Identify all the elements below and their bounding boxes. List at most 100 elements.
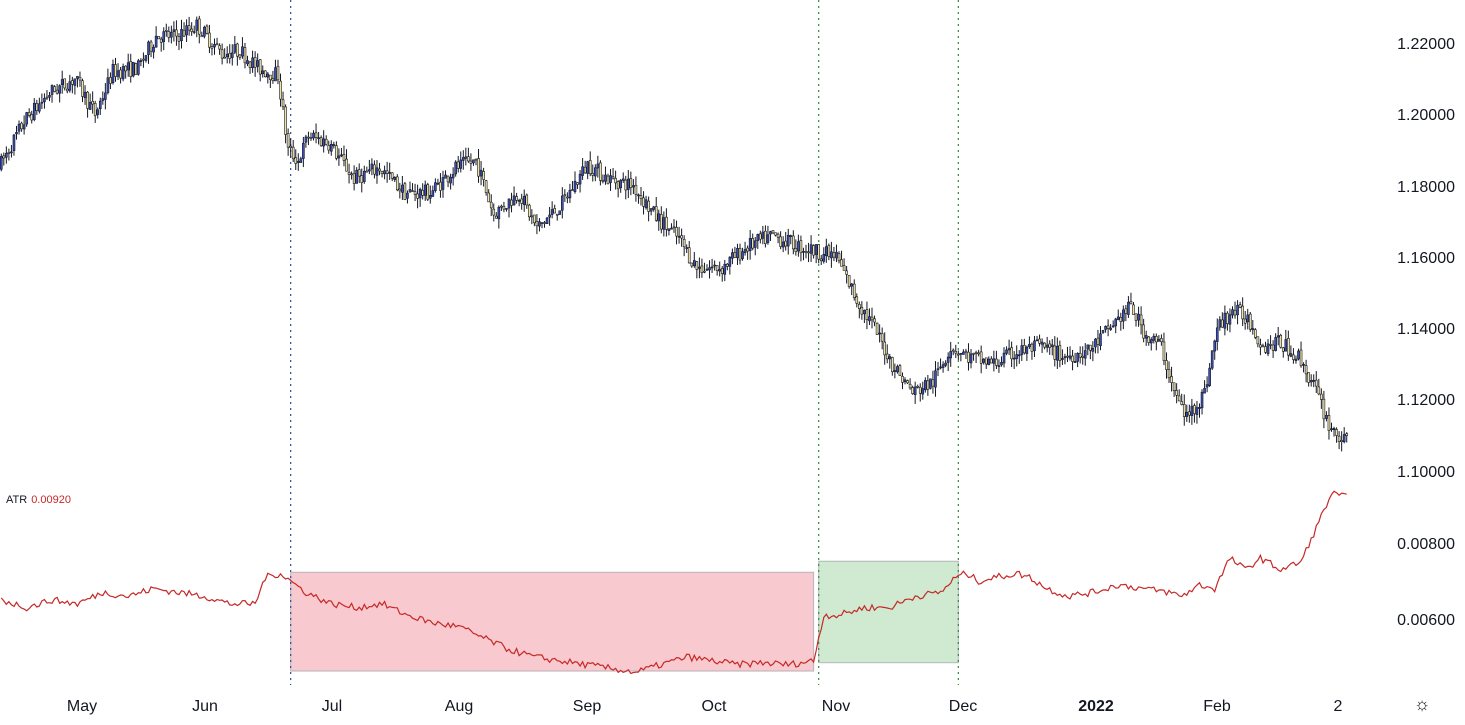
candle-body xyxy=(172,29,176,32)
candle-body xyxy=(1058,345,1062,361)
candle-body xyxy=(324,138,328,145)
candle-body xyxy=(1198,406,1201,409)
candle-body xyxy=(121,66,125,80)
candle-body xyxy=(898,365,902,376)
candle-body xyxy=(395,176,399,191)
candle-body xyxy=(1208,367,1211,386)
candle-body xyxy=(307,136,310,139)
candle-body xyxy=(781,241,785,248)
candle-body xyxy=(426,184,430,200)
candle-body xyxy=(1241,305,1244,320)
candle-body xyxy=(588,160,592,175)
candle-body xyxy=(1083,350,1087,359)
candle-body xyxy=(1048,343,1052,348)
candle-body xyxy=(45,96,49,99)
gear-icon[interactable]: ☼ xyxy=(1413,694,1431,714)
candle-body xyxy=(594,167,597,177)
candle-body xyxy=(804,250,808,253)
time-tick-label: 2022 xyxy=(1078,698,1114,715)
candle-body xyxy=(1238,304,1242,308)
atr-axis[interactable]: 0.00800 0.00600 xyxy=(1397,536,1455,629)
candle-body xyxy=(1292,354,1295,360)
candle-body xyxy=(456,161,460,169)
candle-body xyxy=(657,213,661,222)
candle-body xyxy=(1307,372,1310,383)
candle-body xyxy=(27,112,31,116)
candle-body xyxy=(347,172,351,175)
candle-body xyxy=(1050,344,1054,347)
candle-body xyxy=(926,380,930,390)
candle-body xyxy=(388,172,391,174)
candle-body xyxy=(941,364,945,368)
candle-body xyxy=(827,245,831,257)
candle-body xyxy=(624,179,628,191)
candle-body xyxy=(340,154,343,157)
candle-body xyxy=(1177,395,1181,402)
candle-body xyxy=(236,43,239,57)
candle-body xyxy=(223,56,226,59)
candle-body xyxy=(972,353,975,355)
candle-body xyxy=(454,161,457,175)
candle-body xyxy=(1340,440,1343,442)
candle-body xyxy=(332,144,336,146)
candle-body xyxy=(951,349,955,352)
price-tick-label: 1.10000 xyxy=(1397,464,1455,481)
price-tick-label: 1.18000 xyxy=(1397,179,1455,196)
candle-body xyxy=(718,269,721,272)
candle-body xyxy=(101,98,105,101)
candle-body xyxy=(63,78,67,89)
candle-body xyxy=(312,132,315,139)
candle-body xyxy=(477,158,480,177)
atr-legend[interactable]: ATR 0.00920 xyxy=(6,494,71,506)
candle-body xyxy=(779,236,782,247)
candle-body xyxy=(243,47,247,64)
time-axis[interactable]: May Jun Jul Aug Sep Oct Nov Dec 2022 Feb 2 xyxy=(67,698,1343,715)
candle-body xyxy=(934,370,937,388)
candle-body xyxy=(698,266,701,269)
atr-tick-label: 0.00600 xyxy=(1397,612,1455,629)
candle-body xyxy=(1101,330,1105,333)
candle-body xyxy=(197,18,201,35)
candle-body xyxy=(32,102,36,120)
candle-body xyxy=(91,101,94,105)
candle-body xyxy=(1147,336,1151,343)
candle-body xyxy=(1218,319,1222,328)
price-axis[interactable]: 1.22000 1.20000 1.18000 1.16000 1.14000 1.120… xyxy=(1397,36,1455,481)
candle-body xyxy=(139,60,143,62)
candle-body xyxy=(357,169,361,177)
candle-body xyxy=(832,252,836,258)
candle-body xyxy=(835,251,838,259)
candle-body xyxy=(274,67,277,82)
candle-body xyxy=(434,182,437,191)
candle-body xyxy=(5,152,8,158)
candle-body xyxy=(1266,343,1270,354)
candle-body xyxy=(1243,318,1247,324)
candle-body xyxy=(962,351,965,355)
candle-body xyxy=(373,164,376,175)
candle-body xyxy=(192,31,196,33)
candle-body xyxy=(375,167,379,176)
candle-body xyxy=(492,208,496,216)
candle-body xyxy=(1345,433,1349,436)
atr-legend-name: ATR xyxy=(6,494,28,506)
candle-body xyxy=(794,247,798,253)
candle-body xyxy=(472,159,475,164)
candle-body xyxy=(690,262,694,267)
candle-body xyxy=(819,258,823,262)
candle-body xyxy=(279,80,282,100)
candle-body xyxy=(540,222,544,224)
candle-body xyxy=(418,188,422,199)
candle-body xyxy=(1000,362,1003,366)
candle-body xyxy=(1007,348,1011,351)
candle-body xyxy=(563,194,567,197)
candle-body xyxy=(1028,344,1031,347)
candle-body xyxy=(487,192,490,203)
candle-body xyxy=(1061,358,1064,360)
candle-body xyxy=(15,132,18,135)
candle-body xyxy=(286,133,290,148)
candle-body xyxy=(1325,414,1328,419)
candle-body xyxy=(68,81,72,91)
candle-body xyxy=(337,155,341,159)
candle-body xyxy=(167,31,171,38)
